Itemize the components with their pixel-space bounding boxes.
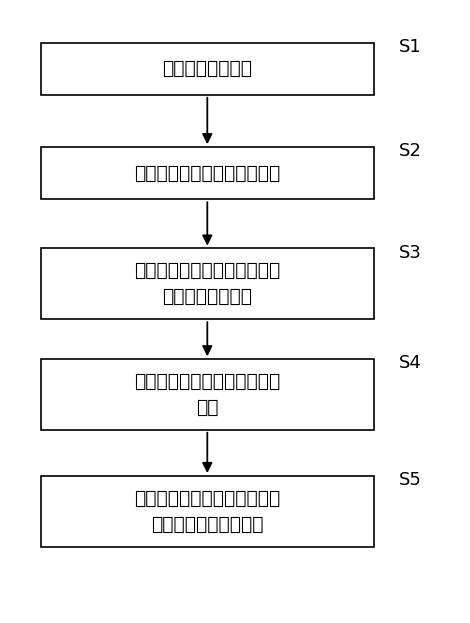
Text: S2: S2	[399, 142, 422, 160]
Text: S5: S5	[399, 471, 422, 489]
Text: 标贯击数的关系式: 标贯击数的关系式	[162, 287, 252, 307]
Text: 利用正态分布去掉波速异常点: 利用正态分布去掉波速异常点	[134, 164, 281, 183]
Bar	[41, 476, 374, 546]
Text: 利用关系式计算黏性土的标贯: 利用关系式计算黏性土的标贯	[134, 372, 281, 391]
Text: 击数: 击数	[196, 398, 219, 417]
Text: S3: S3	[399, 244, 422, 262]
Text: 获得场地横波波速: 获得场地横波波速	[162, 59, 252, 78]
Text: S1: S1	[399, 37, 422, 55]
Text: 依据标贯击数和孔隙比利用规: 依据标贯击数和孔隙比利用规	[134, 489, 281, 508]
Bar	[41, 359, 374, 430]
Bar	[41, 147, 374, 199]
Text: S4: S4	[399, 354, 422, 372]
Bar	[41, 42, 374, 95]
Bar	[41, 249, 374, 319]
Text: 通过回归曲线得到横波波速与: 通过回归曲线得到横波波速与	[134, 262, 281, 280]
Text: 范查表确定地基承载力: 范查表确定地基承载力	[151, 515, 264, 534]
